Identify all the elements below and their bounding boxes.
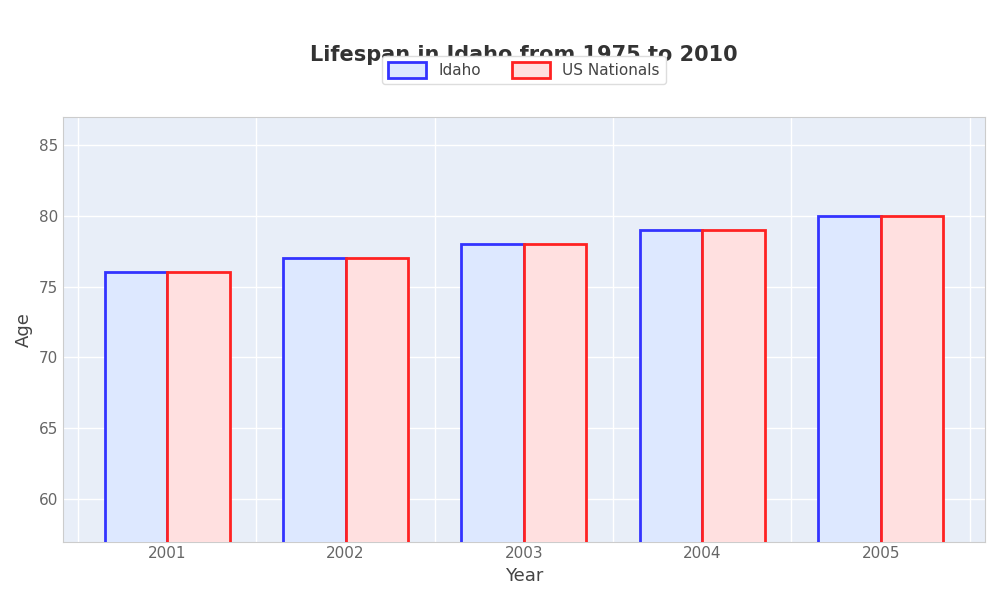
Bar (167, 272, 230, 600)
X-axis label: Year: Year (505, 567, 543, 585)
Legend: Idaho, US Nationals: Idaho, US Nationals (382, 56, 666, 85)
Y-axis label: Age: Age (15, 311, 33, 347)
Bar (524, 244, 586, 600)
Bar (640, 230, 702, 600)
Title: Lifespan in Idaho from 1975 to 2010: Lifespan in Idaho from 1975 to 2010 (310, 45, 738, 65)
Bar (881, 216, 943, 600)
Bar (461, 244, 524, 600)
Bar (702, 230, 765, 600)
Bar (283, 258, 346, 600)
Bar (818, 216, 881, 600)
Bar (346, 258, 408, 600)
Bar (105, 272, 167, 600)
